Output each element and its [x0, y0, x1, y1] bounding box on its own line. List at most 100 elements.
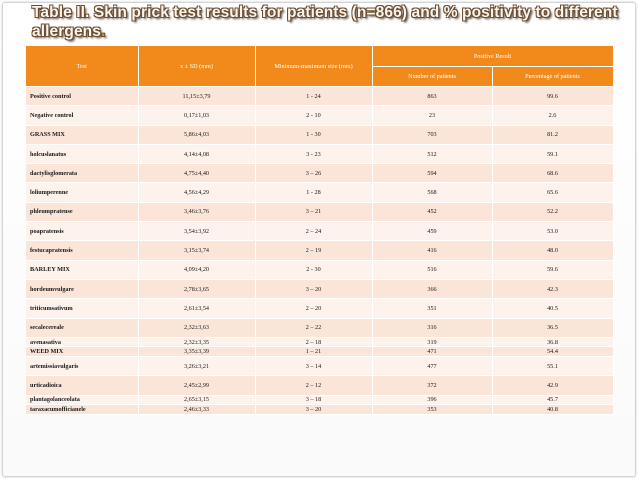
table-row: poapratensis 3,54±3,92 2 – 24 459 53.0	[26, 221, 614, 242]
cell-percentage-of-patients: 99.6	[492, 86, 614, 107]
cell-min-max: 3 – 14	[255, 356, 373, 377]
cell-mean-sd: 2,46±3,33	[138, 404, 256, 415]
cell-min-max: 2 - 10	[255, 105, 373, 126]
results-table-container: Test x ± SD (mm) Minimum-maximum size (m…	[26, 46, 614, 415]
cell-percentage-of-patients: 42.3	[492, 279, 614, 300]
cell-number-of-patients: 416	[372, 240, 493, 261]
cell-percentage-of-patients: 36.5	[492, 318, 614, 338]
cell-number-of-patients: 703	[372, 125, 493, 145]
cell-mean-sd: 4,75±4,40	[138, 163, 256, 184]
slide-title: Table II. Skin prick test results for pa…	[32, 3, 622, 41]
cell-test: plantagolanceolata	[26, 395, 139, 406]
cell-min-max: 2 – 22	[255, 318, 373, 338]
table-body: Positive control 11,15±3,79 1 - 24 863 99.6 N…	[26, 86, 614, 415]
cell-mean-sd: 2,65±3,15	[138, 395, 256, 406]
table-row: phleumpratense 3,46±3,76 3 – 21 452 52.2	[26, 202, 614, 223]
cell-test: taraxacumofficianele	[26, 404, 139, 415]
cell-mean-sd: 2,78±3,65	[138, 279, 256, 300]
cell-number-of-patients: 516	[372, 260, 493, 280]
cell-number-of-patients: 459	[372, 221, 493, 242]
cell-percentage-of-patients: 81.2	[492, 125, 614, 145]
table-row: Positive control 11,15±3,79 1 - 24 863 99.6	[26, 86, 614, 107]
header-percentage-of-patients: Percentage of patients	[492, 66, 614, 87]
cell-number-of-patients: 353	[372, 404, 493, 415]
cell-test: secalecereale	[26, 318, 139, 338]
cell-percentage-of-patients: 52.2	[492, 202, 614, 223]
cell-mean-sd: 2,61±3,54	[138, 298, 256, 319]
cell-min-max: 3 - 23	[255, 144, 373, 165]
cell-number-of-patients: 316	[372, 318, 493, 338]
cell-number-of-patients: 452	[372, 202, 493, 223]
cell-mean-sd: 3,46±3,76	[138, 202, 256, 223]
table-row: plantagolanceolata 2,65±3,15 3 – 18 396 45.7	[26, 395, 614, 406]
cell-percentage-of-patients: 2.6	[492, 105, 614, 126]
cell-min-max: 2 – 18	[255, 337, 373, 348]
table-row: festucapratensis 3,15±3,74 2 – 19 416 48.0	[26, 240, 614, 261]
header-mean-sd: x ± SD (mm)	[138, 46, 256, 87]
cell-test: poapratensis	[26, 221, 139, 242]
cell-number-of-patients: 396	[372, 395, 493, 406]
table-row: urticadioica 2,45±2,99 2 – 12 372 42.9	[26, 375, 614, 396]
cell-mean-sd: 3,15±3,74	[138, 240, 256, 261]
cell-min-max: 1 - 28	[255, 182, 373, 203]
cell-test: GRASS MIX	[26, 125, 139, 145]
cell-percentage-of-patients: 45.7	[492, 395, 614, 406]
table-row: loliumperenne 4,56±4,29 1 - 28 568 65.6	[26, 182, 614, 203]
cell-mean-sd: 2,45±2,99	[138, 375, 256, 396]
table-row: triticumsativum 2,61±3,54 2 – 20 351 40.5	[26, 298, 614, 319]
table-row: holcuslanatus 4,14±4,08 3 - 23 512 59.1	[26, 144, 614, 165]
cell-percentage-of-patients: 42.9	[492, 375, 614, 396]
table-row: taraxacumofficianele 2,46±3,33 3 – 20 353 40…	[26, 404, 614, 415]
cell-percentage-of-patients: 36.8	[492, 337, 614, 348]
table-row: BARLEY MIX 4,09±4,20 2 - 30 516 59.6	[26, 260, 614, 280]
cell-min-max: 1 - 24	[255, 86, 373, 107]
table-row: secalecereale 2,32±3,63 2 – 22 316 36.5	[26, 318, 614, 338]
cell-test: BARLEY MIX	[26, 260, 139, 280]
cell-percentage-of-patients: 55.1	[492, 356, 614, 377]
cell-number-of-patients: 512	[372, 144, 493, 165]
header-number-of-patients: Number of patients	[372, 66, 493, 87]
cell-percentage-of-patients: 53.0	[492, 221, 614, 242]
cell-test: Negative control	[26, 105, 139, 126]
table-row: WEED MIX 3,35±3,39 1 – 21 471 54.4	[26, 346, 614, 358]
cell-min-max: 3 – 21	[255, 202, 373, 223]
cell-test: avenasativa	[26, 337, 139, 348]
cell-mean-sd: 0,17±1,03	[138, 105, 256, 126]
table-row: dactylisglomerata 4,75±4,40 3 – 26 594 68.6	[26, 163, 614, 184]
cell-min-max: 1 – 21	[255, 346, 373, 358]
cell-test: Positive control	[26, 86, 139, 107]
cell-test: urticadioica	[26, 375, 139, 396]
cell-test: WEED MIX	[26, 346, 139, 358]
table-row: avenasativa 2,32±3,35 2 – 18 319 36.8	[26, 337, 614, 348]
table-row: artemissiavulgaris 3,26±3,21 3 – 14 477 55.1	[26, 356, 614, 377]
cell-min-max: 2 – 12	[255, 375, 373, 396]
cell-mean-sd: 4,14±4,08	[138, 144, 256, 165]
cell-test: artemissiavulgaris	[26, 356, 139, 377]
slide-title-period: .	[100, 23, 106, 40]
cell-number-of-patients: 477	[372, 356, 493, 377]
cell-number-of-patients: 471	[372, 346, 493, 358]
cell-test: phleumpratense	[26, 202, 139, 223]
cell-mean-sd: 3,35±3,39	[138, 346, 256, 358]
header-positive-result: Positive Result	[372, 46, 614, 67]
cell-mean-sd: 3,26±3,21	[138, 356, 256, 377]
cell-number-of-patients: 568	[372, 182, 493, 203]
cell-number-of-patients: 319	[372, 337, 493, 348]
cell-percentage-of-patients: 59.1	[492, 144, 614, 165]
cell-number-of-patients: 23	[372, 105, 493, 126]
cell-min-max: 2 – 19	[255, 240, 373, 261]
cell-min-max: 3 – 26	[255, 163, 373, 184]
cell-mean-sd: 5,86±4,03	[138, 125, 256, 145]
cell-mean-sd: 3,54±3,92	[138, 221, 256, 242]
cell-min-max: 2 - 30	[255, 260, 373, 280]
slide-title-text: Table II. Skin prick test results for pa…	[32, 4, 618, 40]
cell-test: loliumperenne	[26, 182, 139, 203]
results-table: Test x ± SD (mm) Minimum-maximum size (m…	[26, 46, 614, 415]
cell-min-max: 2 – 24	[255, 221, 373, 242]
cell-percentage-of-patients: 59.6	[492, 260, 614, 280]
cell-percentage-of-patients: 40.8	[492, 404, 614, 415]
cell-mean-sd: 11,15±3,79	[138, 86, 256, 107]
cell-mean-sd: 4,56±4,29	[138, 182, 256, 203]
cell-number-of-patients: 863	[372, 86, 493, 107]
cell-test: triticumsativum	[26, 298, 139, 319]
